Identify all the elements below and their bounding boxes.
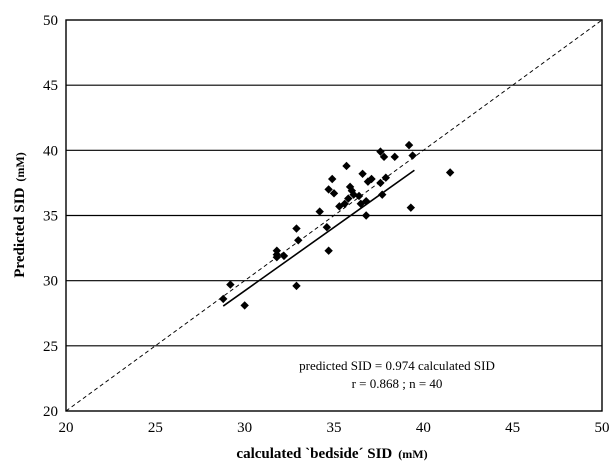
y-axis-tick-labels: 20 25 30 35 40 45 50 [43,13,58,420]
data-point [240,301,249,310]
data-point [406,203,416,212]
data-point [381,173,391,182]
data-point [294,236,303,245]
regression-line [222,169,415,307]
y-axis-unit: (mM) [13,152,27,181]
x-tick-label: 35 [327,420,342,436]
x-axis-label: calculated `bedside´ SID [236,446,392,462]
y-tick-label: 35 [43,209,58,225]
data-point [445,168,455,177]
data-point [379,152,389,162]
data-point [272,246,282,255]
data-point [342,161,351,171]
x-axis-title: calculated `bedside´ SID (mM) [236,446,427,462]
data-point [376,147,385,156]
data-point [344,194,353,203]
data-point [361,211,371,220]
data-point [378,190,387,199]
data-point [404,140,414,150]
data-point [322,223,332,232]
data-point [315,207,324,216]
y-tick-label: 40 [43,143,58,159]
data-point [340,199,349,208]
x-axis-tick-labels: 20 25 30 35 40 45 50 [59,420,609,436]
x-tick-label: 25 [148,420,163,436]
plot-area-frame [65,19,603,412]
data-point [328,174,337,184]
correlation-stats: r = 0.868 ; n = 40 [352,376,443,391]
data-point [329,189,339,198]
data-point [292,224,301,233]
data-point [226,280,235,289]
data-point [292,281,301,291]
x-axis-unit: (mM) [398,447,427,461]
data-point [349,190,358,199]
data-point [279,251,289,261]
x-tick-label: 30 [237,420,252,436]
y-tick-label: 45 [43,78,58,94]
data-point [361,196,371,206]
data-point [390,152,399,162]
x-tick-label: 40 [416,420,431,436]
y-tick-label: 20 [43,404,58,420]
x-tick-label: 45 [505,420,520,436]
data-point [358,169,367,178]
data-point [347,186,357,195]
data-point [219,294,228,304]
data-point [408,151,417,160]
x-tick-label: 50 [595,420,609,436]
data-point [354,191,364,201]
data-points [219,140,455,310]
y-tick-label: 50 [43,13,58,29]
y-tick-label: 30 [43,274,58,290]
identity-line [66,20,602,411]
data-point [324,246,333,255]
y-axis-title: Predicted SID (mM) [12,152,28,277]
data-point [324,185,333,194]
data-point [376,178,385,188]
regression-equation: predicted SID = 0.974 calculated SID [299,358,495,373]
data-point [367,174,376,184]
y-tick-label: 25 [43,339,58,355]
y-axis-label: Predicted SID [12,187,28,277]
x-tick-label: 20 [59,420,74,436]
